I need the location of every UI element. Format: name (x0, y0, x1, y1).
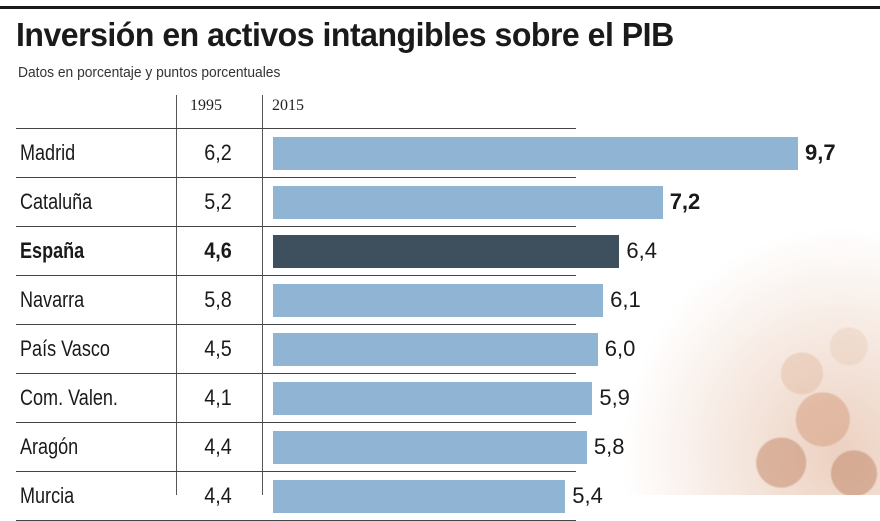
value-1995-label: 5,8 (204, 286, 232, 312)
value-1995-label: 4,5 (204, 335, 232, 361)
category-label: Madrid (20, 139, 76, 165)
row-divider (16, 177, 576, 178)
row-divider (16, 373, 576, 374)
category-label: Cataluña (20, 188, 93, 214)
row-divider (16, 471, 576, 472)
column-divider-right (262, 95, 263, 495)
value-2015-label: 5,4 (572, 482, 603, 508)
top-rule (0, 6, 880, 9)
bar-2015 (273, 479, 566, 513)
category-label: Com. Valen. (20, 384, 118, 410)
value-2015-label: 7,2 (669, 188, 701, 214)
background-photo (620, 225, 880, 495)
row-divider (16, 324, 576, 325)
value-2015-label: 6,0 (604, 335, 636, 361)
value-2015-label: 5,9 (599, 384, 630, 410)
bar-2015 (273, 185, 663, 219)
category-label: Murcia (20, 482, 75, 508)
value-2015-label: 5,8 (593, 433, 625, 459)
row-divider (16, 128, 576, 129)
column-divider-left (176, 95, 177, 495)
bar-2015 (273, 381, 593, 415)
value-1995-label: 4,1 (204, 384, 232, 410)
category-label: Navarra (20, 286, 85, 312)
column-header-1995: 1995 (190, 97, 222, 114)
column-header-2015: 2015 (272, 97, 304, 114)
category-label: España (20, 237, 85, 263)
row-divider (16, 226, 576, 227)
value-1995-label: 4,4 (204, 482, 232, 508)
value-1995-label: 4,4 (204, 433, 232, 459)
value-2015-label: 6,4 (626, 237, 657, 263)
chart-subtitle: Datos en porcentaje y puntos porcentuale… (18, 64, 281, 81)
value-2015-label: 6,1 (610, 286, 641, 312)
bar-2015 (273, 332, 598, 366)
row-divider (16, 275, 576, 276)
value-1995-label: 4,6 (204, 237, 232, 263)
category-label: País Vasco (20, 335, 110, 361)
bar-2015 (273, 234, 620, 268)
bar-2015 (273, 283, 604, 317)
value-1995-label: 5,2 (204, 188, 232, 214)
bar-2015 (273, 430, 587, 464)
category-label: Aragón (20, 433, 79, 459)
value-1995-label: 6,2 (204, 139, 232, 165)
value-2015-label: 9,7 (805, 139, 836, 165)
chart-title: Inversión en activos intangibles sobre e… (16, 16, 674, 53)
row-divider (16, 422, 576, 423)
bar-2015 (273, 136, 798, 170)
